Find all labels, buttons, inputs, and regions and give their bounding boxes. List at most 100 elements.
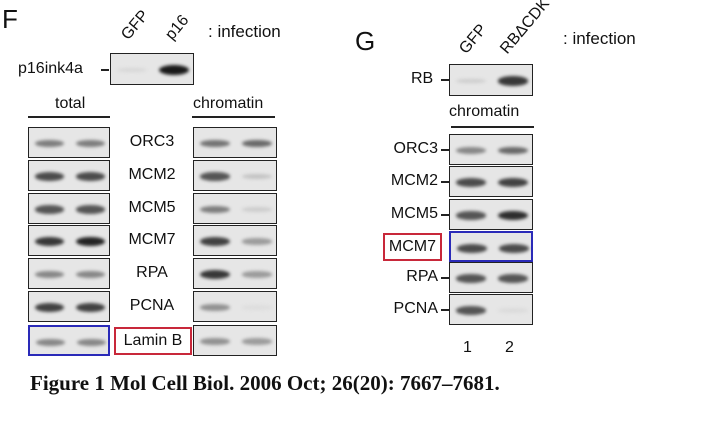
band-lane-1 bbox=[200, 338, 230, 345]
band-lane-2 bbox=[498, 76, 528, 86]
row-label-mcm7: MCM7 bbox=[128, 231, 176, 248]
band-lane-1 bbox=[456, 211, 486, 220]
total-header: total bbox=[55, 95, 86, 112]
band-lane-1 bbox=[456, 78, 486, 84]
g-chromatin-blot-mcm7 bbox=[449, 231, 533, 262]
g-row-label-pcna: PCNA bbox=[393, 300, 438, 317]
band-lane-1 bbox=[35, 172, 64, 181]
band-lane-2 bbox=[242, 207, 272, 212]
band-lane-2 bbox=[76, 205, 105, 214]
total-blot-lamin-b bbox=[28, 325, 110, 356]
g-chromatin-blot-rpa bbox=[449, 262, 533, 293]
band-lane-1 bbox=[457, 244, 487, 253]
band-lane-1 bbox=[36, 339, 65, 346]
band-lane-2 bbox=[498, 178, 528, 187]
marker-tick bbox=[441, 277, 449, 279]
band-lane-1 bbox=[35, 271, 64, 278]
chromatin-blot-mcm2 bbox=[193, 160, 277, 191]
marker-tick bbox=[441, 149, 449, 151]
band-lane-2 bbox=[76, 236, 105, 247]
total-underline bbox=[28, 116, 110, 118]
band-lane-1 bbox=[35, 205, 64, 214]
marker-tick bbox=[101, 69, 109, 71]
panel-g-label: G bbox=[355, 26, 376, 56]
total-blot-orc3 bbox=[28, 127, 110, 158]
band-lane-2 bbox=[498, 146, 528, 155]
row-label-mcm2: MCM2 bbox=[128, 166, 176, 183]
band-lane-2 bbox=[76, 271, 105, 278]
band-lane-1 bbox=[200, 237, 230, 246]
marker-tick bbox=[441, 79, 449, 81]
g-chromatin-blot-pcna bbox=[449, 294, 533, 325]
band-lane-2 bbox=[242, 174, 272, 179]
rb-blot bbox=[449, 64, 533, 96]
band-lane-1 bbox=[200, 269, 230, 280]
figure-caption: Figure 1 Mol Cell Biol. 2006 Oct; 26(20)… bbox=[30, 371, 500, 395]
band-lane-1 bbox=[35, 303, 64, 312]
band-lane-1 bbox=[200, 139, 230, 148]
rb-label: RB bbox=[411, 70, 434, 87]
total-blot-rpa bbox=[28, 258, 110, 289]
band-lane-2 bbox=[76, 140, 105, 147]
band-lane-2 bbox=[159, 65, 189, 75]
g-row-label-rpa: RPA bbox=[406, 268, 438, 285]
chromatin-underline-g bbox=[451, 126, 534, 128]
band-lane-1 bbox=[200, 304, 230, 311]
band-lane-1 bbox=[35, 236, 64, 247]
chromatin-header-f: chromatin bbox=[193, 95, 264, 112]
lane-number-2: 2 bbox=[505, 339, 514, 356]
g-chromatin-blot-orc3 bbox=[449, 134, 533, 165]
band-lane-2 bbox=[242, 305, 272, 310]
band-lane-2 bbox=[76, 303, 105, 312]
band-lane-1 bbox=[456, 274, 486, 283]
panel-f-label: F bbox=[2, 4, 18, 34]
band-lane-2 bbox=[498, 308, 528, 313]
g-row-label-orc3: ORC3 bbox=[393, 140, 438, 157]
marker-tick bbox=[441, 214, 449, 216]
lane-label-gfp-g: GFP bbox=[456, 21, 491, 58]
band-lane-1 bbox=[117, 67, 147, 73]
band-lane-1 bbox=[456, 147, 486, 154]
chromatin-header-g: chromatin bbox=[449, 103, 520, 120]
marker-tick bbox=[441, 181, 449, 183]
band-lane-1 bbox=[200, 206, 230, 213]
g-row-label-mcm5: MCM5 bbox=[390, 205, 438, 222]
chromatin-underline-f bbox=[192, 116, 275, 118]
lane-label-gfp: GFP bbox=[118, 7, 153, 44]
g-chromatin-blot-mcm2 bbox=[449, 166, 533, 197]
chromatin-blot-orc3 bbox=[193, 127, 277, 158]
infection-label-g: : infection bbox=[563, 29, 636, 48]
g-row-label-mcm2: MCM2 bbox=[390, 172, 438, 189]
band-lane-2 bbox=[242, 271, 272, 278]
lane-number-1: 1 bbox=[463, 339, 472, 356]
band-lane-1 bbox=[200, 172, 230, 181]
band-lane-2 bbox=[499, 244, 529, 253]
total-blot-mcm7 bbox=[28, 225, 110, 256]
band-lane-1 bbox=[456, 178, 486, 187]
g-row-label-mcm7: MCM7 bbox=[382, 233, 442, 261]
total-blot-mcm5 bbox=[28, 193, 110, 224]
marker-tick bbox=[441, 309, 449, 311]
band-lane-1 bbox=[456, 306, 486, 315]
total-blot-mcm2 bbox=[28, 160, 110, 191]
band-lane-2 bbox=[242, 139, 272, 148]
band-lane-2 bbox=[498, 210, 528, 221]
band-lane-2 bbox=[498, 274, 528, 283]
chromatin-blot-mcm7 bbox=[193, 225, 277, 256]
band-lane-2 bbox=[242, 238, 272, 245]
band-lane-2 bbox=[242, 338, 272, 345]
p16ink4a-blot bbox=[110, 53, 194, 85]
band-lane-2 bbox=[76, 172, 105, 181]
row-label-orc3: ORC3 bbox=[129, 133, 175, 150]
band-lane-1 bbox=[35, 140, 64, 147]
row-label-rpa: RPA bbox=[136, 264, 168, 281]
total-blot-pcna bbox=[28, 291, 110, 322]
row-label-lamin-b: Lamin B bbox=[114, 327, 192, 355]
row-label-mcm5: MCM5 bbox=[128, 199, 176, 216]
g-chromatin-blot-mcm5 bbox=[449, 199, 533, 230]
lane-label-rb-dcdk: RBΔCDK bbox=[497, 0, 554, 58]
infection-label: : infection bbox=[208, 22, 281, 41]
band-lane-2 bbox=[77, 339, 106, 346]
chromatin-blot-rpa bbox=[193, 258, 277, 289]
